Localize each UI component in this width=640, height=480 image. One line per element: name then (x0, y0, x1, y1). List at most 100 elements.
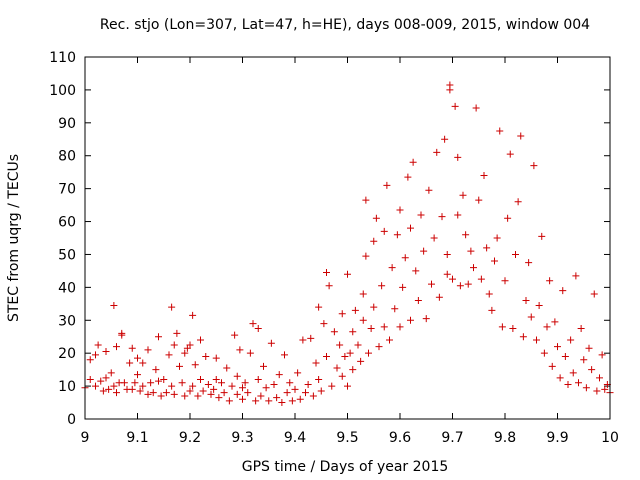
data-point (155, 377, 162, 385)
data-point (165, 351, 173, 359)
y-tick-label: 40 (58, 280, 76, 296)
data-point (467, 247, 475, 255)
data-point (191, 361, 199, 369)
data-point (315, 303, 323, 311)
data-point (128, 344, 136, 352)
data-point (296, 395, 304, 403)
data-point (451, 102, 459, 110)
data-point (349, 366, 357, 374)
data-point (498, 323, 506, 331)
data-point (512, 250, 519, 258)
x-tick-label: 9.2 (179, 430, 201, 446)
data-point (144, 390, 152, 398)
y-ticks: 0 10 20 30 40 50 60 70 80 90 100 110 (49, 50, 610, 428)
x-tick-label: 9.5 (336, 430, 358, 446)
data-point (134, 354, 141, 362)
data-point (286, 379, 294, 387)
x-tick-label: 10 (601, 430, 619, 446)
data-point (113, 343, 120, 351)
y-axis-label: STEC from uqrg / TECUs (6, 154, 22, 322)
data-point (412, 267, 420, 275)
data-point (204, 380, 212, 388)
data-point (281, 351, 288, 359)
data-point (294, 369, 302, 377)
data-point (407, 224, 414, 232)
data-point (414, 297, 422, 305)
data-point (477, 275, 485, 283)
data-point (456, 282, 464, 290)
data-point (299, 336, 307, 344)
data-point (522, 297, 530, 305)
data-point (239, 384, 246, 392)
data-point (202, 352, 210, 360)
data-point (493, 234, 501, 242)
x-tick-label: 9.4 (284, 430, 306, 446)
data-point (317, 387, 325, 395)
data-point (239, 395, 246, 403)
data-point (475, 196, 483, 204)
data-point (546, 277, 554, 285)
data-point (404, 173, 412, 181)
data-point (556, 374, 564, 382)
data-point (383, 181, 391, 189)
data-point (514, 198, 522, 206)
data-point (275, 371, 283, 379)
x-tick-label: 9.6 (389, 430, 411, 446)
data-point (344, 382, 351, 390)
data-point (449, 275, 456, 283)
data-point (309, 392, 317, 400)
data-point (365, 349, 372, 357)
data-point (225, 397, 233, 405)
data-point (312, 359, 320, 367)
x-tick-label: 9.1 (126, 430, 148, 446)
data-point (580, 356, 588, 364)
x-tick-label: 9.8 (494, 430, 516, 446)
data-point (207, 390, 215, 398)
data-point (131, 379, 139, 387)
x-tick-label: 9 (81, 430, 90, 446)
y-tick-label: 90 (58, 116, 76, 132)
data-point (533, 336, 540, 344)
data-point (346, 349, 354, 357)
data-point (186, 341, 194, 349)
x-axis-label: GPS time / Days of year 2015 (242, 459, 449, 475)
data-point (107, 369, 115, 377)
y-tick-label: 80 (58, 149, 76, 165)
data-point (543, 323, 551, 331)
data-point (585, 344, 593, 352)
data-point (401, 254, 409, 262)
data-point (92, 351, 99, 359)
data-point (110, 382, 118, 390)
data-point (86, 356, 94, 364)
data-point (149, 389, 157, 397)
data-point (464, 280, 472, 288)
chart-title: Rec. stjo (Lon=307, Lat=47, h=HE), days … (100, 17, 590, 33)
data-point (367, 325, 375, 332)
data-point (338, 310, 346, 318)
data-point (380, 227, 388, 235)
data-point (396, 206, 404, 214)
data-point (430, 234, 438, 242)
data-point (168, 382, 176, 390)
x-ticks: 9 9.1 9.2 9.3 9.4 9.5 9.6 9.7 9.8 9.9 10 (81, 57, 619, 446)
data-point (535, 301, 543, 309)
data-point (470, 264, 477, 272)
data-point (488, 306, 496, 314)
data-point (590, 290, 598, 298)
data-point (320, 320, 328, 328)
data-point (380, 323, 388, 331)
data-point (428, 280, 435, 288)
data-point (480, 171, 488, 179)
data-point (370, 237, 378, 245)
data-point (349, 328, 357, 336)
data-point (572, 272, 580, 280)
data-point (197, 376, 204, 384)
data-point (399, 283, 407, 291)
data-point (417, 211, 425, 219)
data-point (372, 214, 380, 222)
data-point (278, 399, 286, 407)
data-point (128, 385, 136, 393)
data-point (598, 351, 606, 359)
data-point (315, 376, 323, 384)
